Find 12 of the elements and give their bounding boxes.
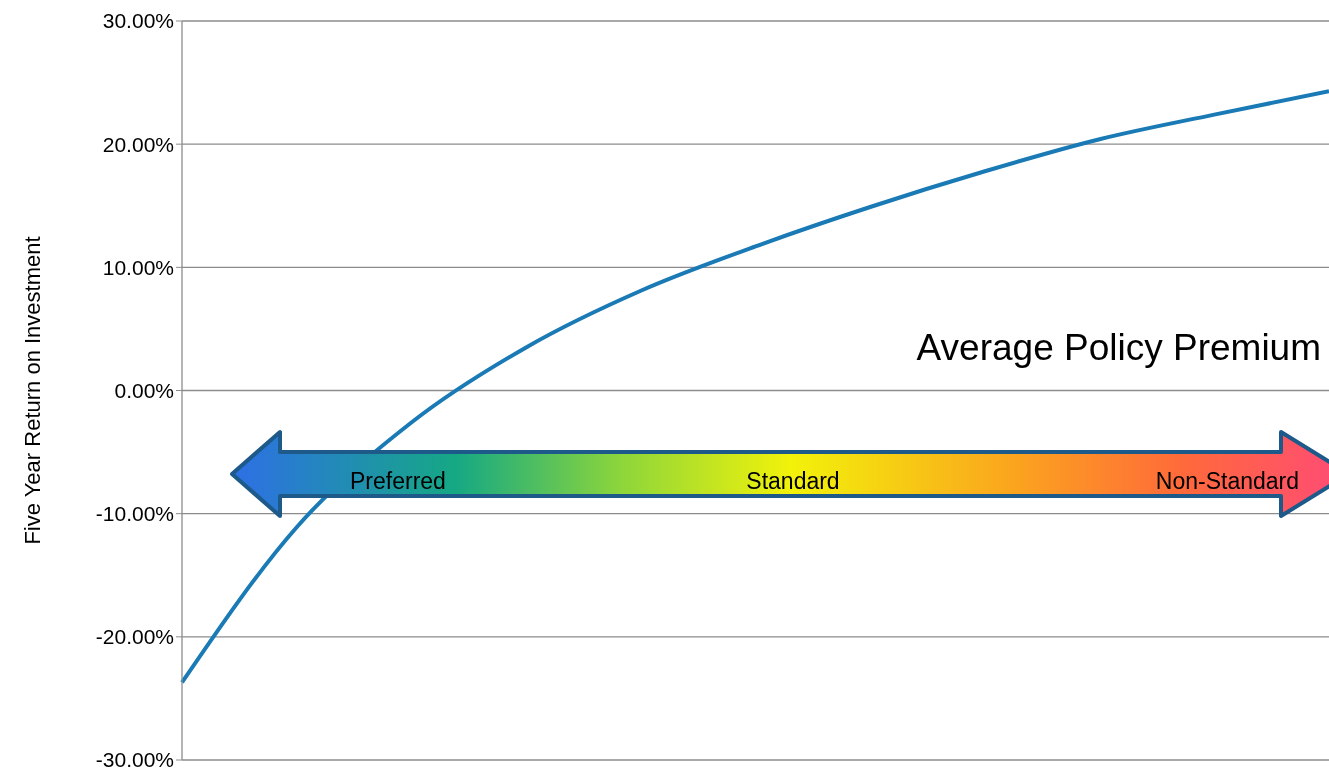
y-tick-label: 30.00% bbox=[102, 9, 174, 33]
y-tick-label: 20.00% bbox=[102, 132, 174, 156]
y-tick-label: -20.00% bbox=[95, 625, 174, 649]
y-tick-label: 10.00% bbox=[102, 255, 174, 279]
annotation: Standard bbox=[746, 468, 840, 494]
y-tick-label: -10.00% bbox=[95, 502, 174, 526]
annotation: Non-Standard bbox=[1155, 468, 1299, 494]
y-tick-label: 0.00% bbox=[114, 378, 174, 402]
y-axis-title: Five Year Return on Investment bbox=[19, 236, 45, 545]
annotation: Preferred bbox=[350, 468, 446, 494]
y-tick-label: -30.00% bbox=[95, 748, 174, 771]
annotation: Average Policy Premium bbox=[916, 327, 1321, 368]
